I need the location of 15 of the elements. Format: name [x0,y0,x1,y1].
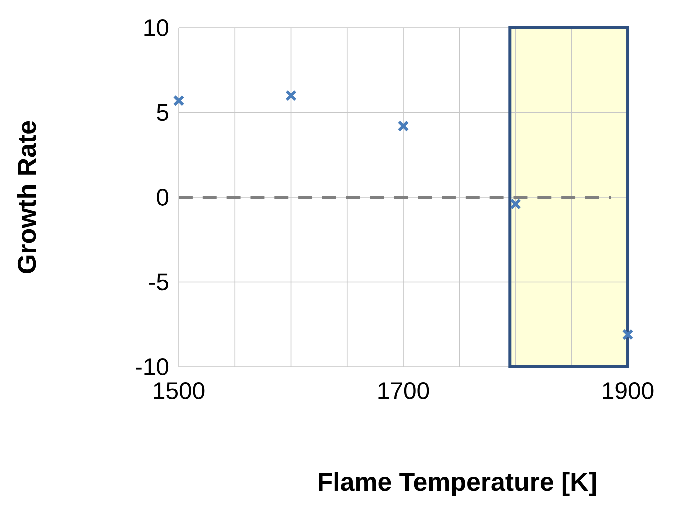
point [622,329,634,340]
y-tick-label: 10 [144,20,169,36]
point [173,95,185,107]
x-tick-label: 1700 [378,382,430,400]
y-tick-label: 5 [157,104,168,122]
x-tick-label: 1500 [154,382,205,400]
point [398,120,410,132]
y-axis-title: Growth Rate [17,121,36,274]
point [286,90,297,102]
y-tick-label: -5 [149,274,168,291]
x-tick-label: 1900 [603,382,654,400]
point [510,198,522,210]
x-axis-title: Flame Temperature [K] [319,472,596,496]
y-tick-label: 0 [157,189,169,206]
y-tick-label: -10 [136,358,169,376]
